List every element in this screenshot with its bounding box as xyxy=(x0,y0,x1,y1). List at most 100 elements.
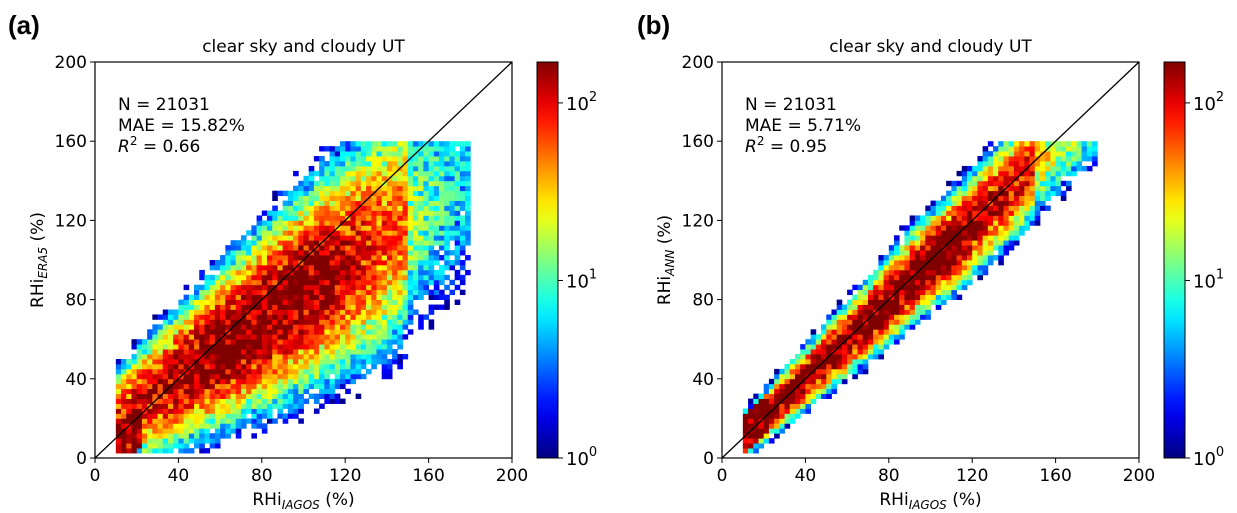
heatmap-bin xyxy=(397,151,403,157)
heatmap-bin xyxy=(293,240,299,246)
heatmap-bin xyxy=(339,269,346,276)
heatmap-bin xyxy=(209,398,216,404)
heatmap-bin xyxy=(136,423,143,429)
heatmap-bin xyxy=(966,250,973,256)
heatmap-bin xyxy=(841,324,848,330)
heatmap-bin xyxy=(459,245,466,251)
heatmap-bin xyxy=(350,240,357,246)
heatmap-bin xyxy=(277,250,284,256)
heatmap-bin xyxy=(831,324,838,330)
heatmap-bin xyxy=(763,383,770,390)
heatmap-bin xyxy=(350,349,357,355)
heatmap-bin xyxy=(1076,156,1083,162)
heatmap-bin xyxy=(386,314,393,320)
heatmap-bin xyxy=(293,200,299,206)
heatmap-bin xyxy=(449,264,456,271)
heatmap-bin xyxy=(293,294,299,300)
heatmap-bin xyxy=(355,195,362,201)
heatmap-bin xyxy=(298,250,304,256)
heatmap-bin xyxy=(194,423,200,429)
heatmap-bin xyxy=(972,240,978,246)
heatmap-bin xyxy=(465,215,471,221)
heatmap-bin xyxy=(350,294,357,300)
heatmap-bin xyxy=(376,329,383,335)
heatmap-bin xyxy=(444,235,450,241)
heatmap-bin xyxy=(282,363,289,370)
heatmap-bin xyxy=(339,161,346,167)
heatmap-bin xyxy=(914,250,921,256)
heatmap-bin xyxy=(899,269,905,276)
heatmap-bin xyxy=(282,388,289,395)
heatmap-bin xyxy=(1013,200,1020,206)
heatmap-bin xyxy=(407,180,414,187)
heatmap-bin xyxy=(313,205,320,211)
heatmap-bin xyxy=(225,359,231,365)
heatmap-bin xyxy=(251,408,257,414)
heatmap-bin xyxy=(439,304,445,310)
heatmap-bin xyxy=(412,220,419,226)
heatmap-bin xyxy=(319,195,325,201)
heatmap-bin xyxy=(366,284,372,291)
heatmap-bin xyxy=(204,378,211,385)
heatmap-bin xyxy=(366,156,372,162)
heatmap-bin xyxy=(115,393,122,399)
heatmap-bin xyxy=(972,210,978,216)
x-tick-label: 200 xyxy=(496,466,528,486)
heatmap-bin xyxy=(376,225,383,231)
heatmap-bin xyxy=(303,180,310,187)
heatmap-bin xyxy=(194,299,200,305)
heatmap-bin xyxy=(894,319,900,325)
heatmap-bin xyxy=(381,339,388,345)
heatmap-bin xyxy=(334,215,341,221)
heatmap-bin xyxy=(940,240,947,246)
heatmap-bin xyxy=(173,393,179,399)
heatmap-bin xyxy=(951,274,957,281)
heatmap-bin xyxy=(1013,195,1020,201)
heatmap-bin xyxy=(1060,170,1067,177)
heatmap-bin xyxy=(199,438,205,444)
heatmap-bin xyxy=(220,373,226,380)
heatmap-bin xyxy=(199,334,205,340)
heatmap-bin xyxy=(397,146,403,152)
heatmap-bin xyxy=(178,334,185,340)
heatmap-bin xyxy=(789,368,796,375)
heatmap-bin xyxy=(987,245,994,251)
heatmap-bin xyxy=(768,398,775,404)
heatmap-bin xyxy=(894,304,900,310)
heatmap-bin xyxy=(376,314,383,320)
heatmap-bin xyxy=(126,378,132,385)
heatmap-bin xyxy=(428,180,435,187)
heatmap-bin xyxy=(298,319,304,325)
heatmap-bin xyxy=(914,304,921,310)
heatmap-bin xyxy=(246,245,252,251)
heatmap-bin xyxy=(293,349,299,355)
heatmap-bin xyxy=(115,448,122,454)
heatmap-bin xyxy=(277,349,284,355)
heatmap-bin xyxy=(355,289,362,296)
heatmap-bin xyxy=(930,269,937,276)
heatmap-bin xyxy=(152,443,158,449)
heatmap-bin xyxy=(141,378,148,385)
heatmap-bin xyxy=(235,393,242,399)
heatmap-bin xyxy=(345,359,351,365)
heatmap-bin xyxy=(329,146,336,152)
heatmap-bin xyxy=(779,373,785,380)
heatmap-bin xyxy=(951,210,957,216)
heatmap-bin xyxy=(272,230,278,236)
heatmap-bin xyxy=(810,339,817,345)
x-axis-label-unit: (%) xyxy=(947,490,982,510)
heatmap-bin xyxy=(397,210,403,216)
heatmap-bin xyxy=(303,304,310,310)
heatmap-bin xyxy=(961,195,968,201)
heatmap-bin xyxy=(412,200,419,206)
heatmap-bin xyxy=(857,314,864,320)
heatmap-bin xyxy=(433,146,440,152)
heatmap-bin xyxy=(366,368,372,375)
heatmap-bin xyxy=(768,383,775,390)
heatmap-bin xyxy=(407,294,414,300)
heatmap-bin xyxy=(209,354,216,360)
heatmap-bin xyxy=(339,284,346,291)
heatmap-bin xyxy=(334,161,341,167)
heatmap-bin xyxy=(355,314,362,320)
heatmap-bin xyxy=(956,235,963,241)
